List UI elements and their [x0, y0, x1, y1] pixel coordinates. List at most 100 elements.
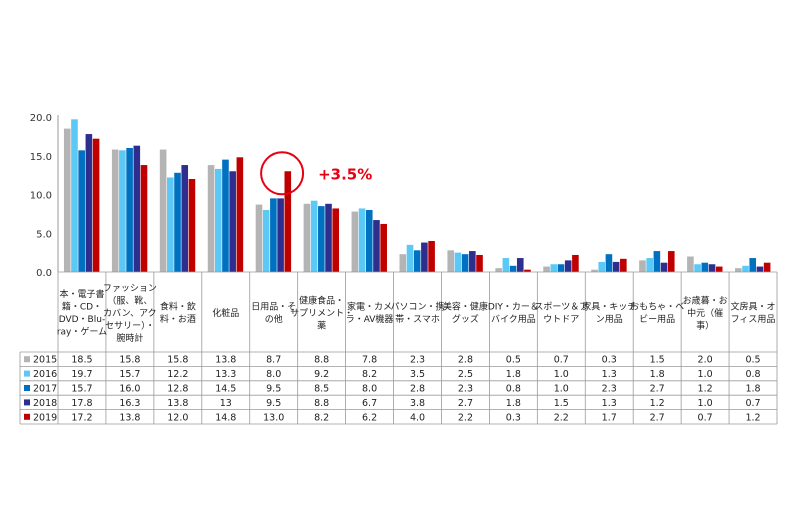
- bar-2018-12: [660, 262, 668, 272]
- table-cell: 2.5: [458, 369, 473, 380]
- table-cell: 1.2: [745, 412, 760, 423]
- category-label: 美容・健康: [443, 301, 488, 313]
- category-label: （服、靴、: [107, 294, 152, 306]
- bar-2015-11: [591, 269, 598, 272]
- bar-2018-6: [373, 220, 380, 272]
- bar-2019-14: [763, 262, 771, 272]
- table-cell: 1.5: [554, 398, 569, 409]
- table-cell: 2.8: [410, 384, 425, 395]
- bar-2015-10: [543, 266, 550, 272]
- table-cell: 3.5: [410, 369, 425, 380]
- bar-2016-12: [646, 258, 653, 272]
- table-cell: 1.8: [506, 398, 521, 409]
- bar-2017-1: [126, 148, 133, 272]
- y-tick-label: 10.0: [30, 191, 52, 202]
- table-cell: 8.8: [314, 398, 329, 409]
- bar-2017-8: [461, 254, 469, 272]
- bar-2019-3: [236, 157, 244, 272]
- table-cell: 8.0: [362, 384, 377, 395]
- table-cell: 1.5: [650, 355, 665, 366]
- table-cell: 0.7: [745, 398, 760, 409]
- y-tick-label: 15.0: [30, 152, 52, 163]
- bar-2015-8: [447, 250, 455, 272]
- bar-2016-9: [502, 258, 510, 272]
- legend-key-2018: [24, 399, 30, 406]
- category-label: 中元（催: [687, 307, 723, 319]
- category-label: 食料・飲: [160, 301, 196, 313]
- bar-2019-1: [140, 165, 148, 272]
- bar-2018-2: [181, 165, 189, 272]
- table-cell: 1.8: [506, 369, 521, 380]
- legend-label: 2016: [33, 369, 57, 380]
- category-label: スポーツ＆ア: [534, 302, 588, 313]
- table-cell: 9.2: [314, 369, 329, 380]
- category-label: 文房具・オ: [731, 301, 776, 313]
- table-cell: 1.8: [650, 369, 665, 380]
- table-cell: 8.2: [362, 369, 377, 380]
- bar-2018-10: [564, 260, 572, 273]
- bar-2017-6: [365, 210, 373, 272]
- bar-2016-8: [454, 252, 462, 273]
- bar-2017-0: [78, 150, 85, 272]
- bar-2019-12: [667, 251, 675, 272]
- table-cell: 0.7: [698, 412, 713, 423]
- bar-2016-6: [358, 208, 366, 272]
- table-cell: 2.0: [698, 355, 713, 366]
- legend-key-2019: [24, 413, 30, 420]
- table-cell: 8.5: [314, 384, 329, 395]
- bar-2018-9: [516, 258, 524, 272]
- category-label: 化粧品: [212, 307, 239, 319]
- bar-group: [63, 119, 771, 273]
- table-cell: 2.3: [410, 355, 425, 366]
- y-tick-label: 0.0: [36, 268, 52, 279]
- bar-2017-11: [605, 254, 613, 272]
- category-label: 事）: [696, 319, 714, 331]
- table-cell: 13.8: [167, 398, 188, 409]
- table-cell: 12.2: [167, 369, 188, 380]
- bar-2018-14: [756, 266, 764, 272]
- table-cell: 19.7: [71, 369, 92, 380]
- category-label: パソコン・携: [390, 301, 444, 313]
- table-cell: 6.2: [362, 412, 377, 423]
- category-label: 家具・キッチ: [582, 301, 636, 313]
- category-label: ラ・AV機器: [346, 313, 394, 325]
- bar-2015-12: [639, 260, 646, 273]
- table-cell: 14.8: [215, 412, 236, 423]
- bar-2017-12: [653, 251, 661, 272]
- bar-2015-5: [303, 203, 311, 272]
- table-cell: 8.8: [314, 355, 329, 366]
- bar-2016-5: [310, 200, 318, 272]
- table-cell: 15.8: [167, 355, 188, 366]
- table-cell: 14.5: [215, 384, 236, 395]
- category-label: 料・お酒: [160, 313, 196, 325]
- table-cell: 13.3: [215, 369, 236, 380]
- legend-label: 2019: [33, 412, 57, 423]
- category-label: 腕時計: [116, 332, 143, 344]
- bar-2018-1: [133, 145, 141, 272]
- table-cell: 1.3: [602, 369, 617, 380]
- bar-2015-7: [399, 254, 407, 272]
- table-cell: 8.2: [314, 412, 329, 423]
- category-label: DVD・Blu-: [59, 315, 106, 325]
- bar-2015-6: [351, 211, 359, 272]
- table-cell: 0.7: [554, 355, 569, 366]
- table-cell: 4.0: [410, 412, 425, 423]
- bar-2016-3: [214, 168, 222, 272]
- category-label: おもちゃ・ベ: [630, 302, 684, 313]
- category-label: 本・電子書: [59, 288, 104, 300]
- category-label: の他: [265, 313, 283, 325]
- category-label: サプリメント・: [290, 308, 353, 319]
- bar-2016-4: [262, 210, 270, 272]
- category-label: セサリー）・: [105, 320, 155, 331]
- table-cell: 9.5: [266, 398, 281, 409]
- bar-2019-5: [332, 208, 340, 272]
- table-cell: 2.8: [458, 355, 473, 366]
- legend-key-2015: [24, 356, 30, 363]
- legend-label: 2015: [33, 355, 57, 366]
- bar-2016-11: [598, 261, 606, 272]
- bar-2017-4: [270, 198, 277, 273]
- table-cell: 1.3: [602, 398, 617, 409]
- bar-2017-3: [222, 159, 229, 273]
